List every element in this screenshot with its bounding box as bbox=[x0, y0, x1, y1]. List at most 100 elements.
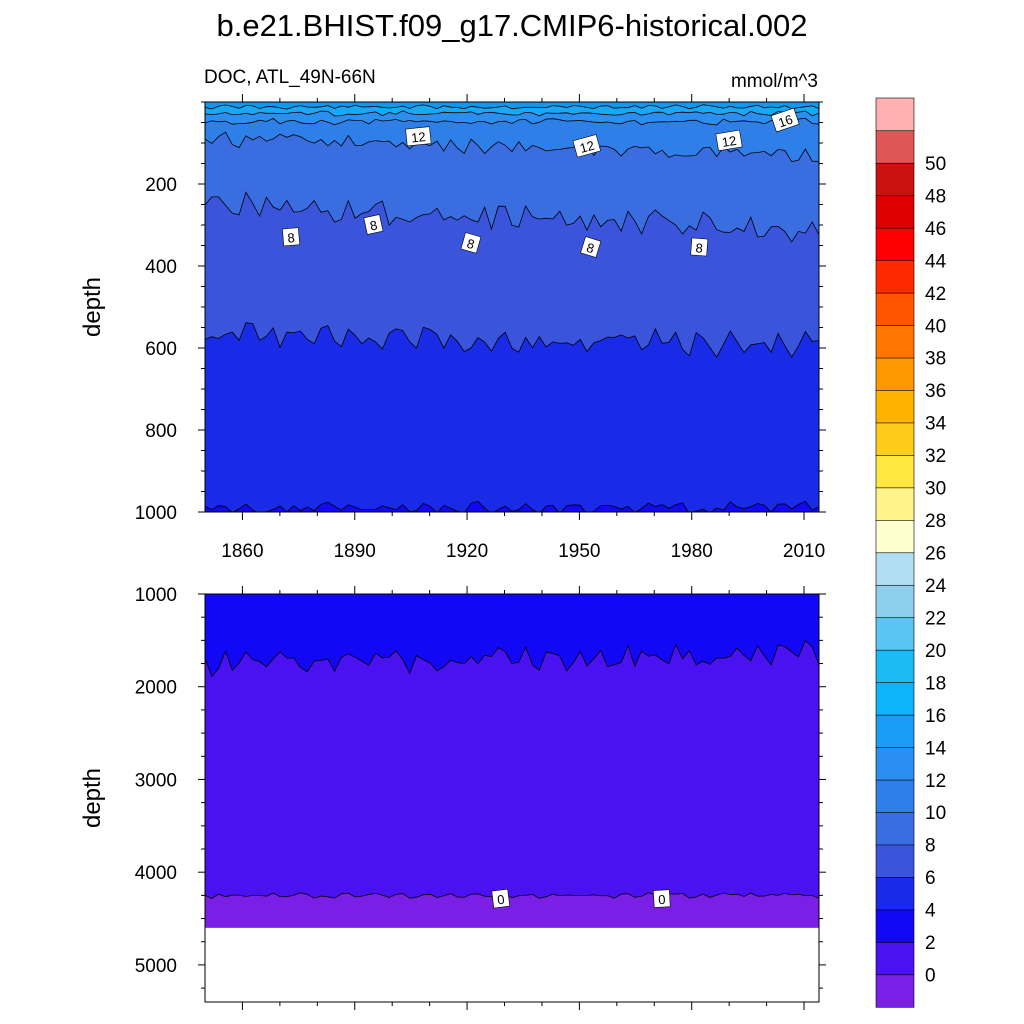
colorbar-box bbox=[875, 552, 915, 586]
colorbar-label: 32 bbox=[925, 446, 946, 467]
colorbar-label: 18 bbox=[925, 673, 946, 694]
upper-contour-label: 8 bbox=[460, 232, 482, 254]
upper-xtick-label: 1950 bbox=[558, 541, 600, 562]
colorbar-label: 30 bbox=[925, 479, 946, 500]
colorbar-box bbox=[875, 779, 915, 813]
upper-contour-label-text: 16 bbox=[776, 112, 795, 131]
colorbar-box bbox=[875, 487, 915, 521]
upper-contour-label-text: 12 bbox=[578, 138, 596, 156]
lower-ytick-label: 3000 bbox=[135, 770, 177, 791]
colorbar-label: 16 bbox=[925, 706, 946, 727]
colorbar-box bbox=[875, 844, 915, 878]
colorbar-box bbox=[875, 876, 915, 911]
colorbar-label: 14 bbox=[925, 738, 947, 759]
lower-panel-frame bbox=[204, 593, 820, 1003]
chart-title: b.e21.BHIST.f09_g17.CMIP6-historical.002 bbox=[216, 8, 807, 43]
colorbar-box bbox=[875, 422, 915, 456]
upper-contour-label-text: 12 bbox=[410, 129, 426, 145]
upper-contour-6 bbox=[205, 322, 819, 358]
colorbar-label: 22 bbox=[925, 608, 946, 629]
colorbar-label: 4 bbox=[925, 901, 936, 922]
upper-contour-label: 8 bbox=[690, 237, 709, 257]
colorbar-box bbox=[875, 454, 915, 489]
upper-contour-label-text: 12 bbox=[721, 133, 738, 150]
chart-subtitle: DOC, ATL_49N-66N bbox=[204, 67, 376, 88]
lower-band-1 bbox=[205, 640, 819, 928]
colorbar-label: 34 bbox=[925, 414, 947, 435]
upper-ytick-label: 600 bbox=[145, 339, 177, 360]
colorbar-box bbox=[875, 130, 915, 164]
upper-ytick-label: 200 bbox=[145, 175, 177, 196]
upper-contour-label: 12 bbox=[715, 129, 743, 152]
upper-contour-label-text: 8 bbox=[585, 240, 596, 256]
colorbar-label: 50 bbox=[925, 154, 946, 175]
upper-xtick-label: 1860 bbox=[221, 541, 263, 562]
lower-contour-label-text: 0 bbox=[658, 892, 666, 907]
lower-no-data-region bbox=[205, 927, 819, 1002]
upper-contour-3 bbox=[205, 117, 819, 126]
colorbar-label: 36 bbox=[925, 381, 946, 402]
lower-ytick-label: 4000 bbox=[135, 863, 177, 884]
colorbar-label: 44 bbox=[925, 251, 947, 272]
upper-contour-label: 8 bbox=[282, 227, 301, 247]
upper-xtick-label: 1920 bbox=[446, 541, 488, 562]
colorbar-box bbox=[875, 714, 915, 748]
colorbar-box bbox=[875, 195, 915, 229]
upper-contour-label-text: 8 bbox=[368, 217, 378, 233]
upper-contour-label: 12 bbox=[572, 134, 601, 158]
colorbar-box bbox=[875, 389, 915, 424]
upper-xtick-label: 2010 bbox=[783, 541, 825, 562]
upper-contour-7 bbox=[205, 500, 819, 512]
upper-contour-label-text: 8 bbox=[287, 230, 295, 246]
colorbar-box bbox=[875, 357, 915, 391]
colorbar-box bbox=[875, 746, 915, 781]
colorbar-label: 48 bbox=[925, 186, 946, 207]
colorbar-box bbox=[875, 162, 915, 196]
lower-contour-1 bbox=[205, 639, 819, 678]
colorbar-label: 40 bbox=[925, 316, 946, 337]
colorbar-label: 2 bbox=[925, 933, 936, 954]
lower-ytick-label: 2000 bbox=[135, 678, 177, 699]
colorbar-box bbox=[875, 324, 915, 359]
lower-panel-fill bbox=[205, 594, 819, 1002]
colorbar-box bbox=[875, 584, 915, 619]
colorbar: 0246810121416182022242628303234363840424… bbox=[875, 97, 947, 1008]
upper-xtick-label: 1980 bbox=[671, 541, 713, 562]
upper-contour-label-text: 8 bbox=[465, 236, 476, 252]
upper-contour-1 bbox=[205, 104, 819, 110]
colorbar-box bbox=[875, 260, 915, 294]
colorbar-box bbox=[875, 617, 915, 651]
colorbar-label: 38 bbox=[925, 349, 946, 370]
lower-ytick-label: 5000 bbox=[135, 956, 177, 977]
lower-contour-label: 0 bbox=[491, 888, 511, 909]
upper-xtick-label: 1890 bbox=[334, 541, 376, 562]
colorbar-label: 46 bbox=[925, 219, 946, 240]
colorbar-box bbox=[875, 227, 915, 261]
upper-contour-label-text: 8 bbox=[695, 240, 703, 256]
upper-contour-label: 16 bbox=[770, 107, 800, 133]
colorbar-label: 26 bbox=[925, 544, 946, 565]
lower-contour-label-text: 0 bbox=[496, 892, 505, 908]
colorbar-box bbox=[875, 974, 915, 1008]
colorbar-box bbox=[875, 811, 915, 846]
upper-panel-axes: 200 400 600 800 1000 1860 1890 1920 1950 1980 2010 bbox=[135, 94, 826, 562]
upper-contour-2 bbox=[205, 110, 819, 117]
colorbar-label: 6 bbox=[925, 868, 936, 889]
upper-ytick-label: 1000 bbox=[135, 503, 177, 524]
upper-contour-labels: 16 12 12 12 8 8 8 8 8 bbox=[282, 107, 800, 258]
colorbar-box bbox=[875, 292, 915, 326]
upper-contour-4 bbox=[205, 131, 819, 163]
lower-panel-contours bbox=[205, 639, 819, 899]
lower-contour-2 bbox=[205, 892, 819, 899]
colorbar-label: 8 bbox=[925, 836, 936, 857]
colorbar-label: 28 bbox=[925, 511, 946, 532]
colorbar-label: 24 bbox=[925, 576, 947, 597]
colorbar-label: 10 bbox=[925, 803, 946, 824]
upper-panel-fill bbox=[205, 102, 819, 512]
lower-y-axis-label: depth bbox=[79, 768, 106, 828]
upper-ytick-label: 400 bbox=[145, 257, 177, 278]
upper-ytick-label: 800 bbox=[145, 421, 177, 442]
colorbar-box bbox=[875, 941, 915, 976]
lower-ytick-label: 1000 bbox=[135, 585, 177, 606]
